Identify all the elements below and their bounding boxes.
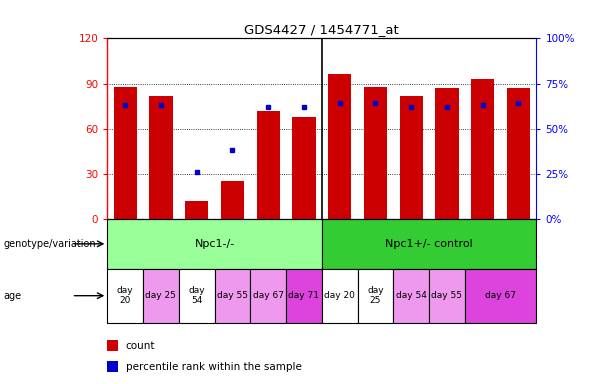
Bar	[507, 88, 530, 219]
Text: day 55: day 55	[432, 291, 462, 300]
Bar	[257, 111, 280, 219]
Bar	[286, 269, 322, 323]
Text: Npc1+/- control: Npc1+/- control	[385, 239, 473, 249]
Bar	[107, 219, 322, 269]
Bar	[143, 269, 179, 323]
Text: genotype/variation: genotype/variation	[3, 239, 96, 249]
Bar	[394, 269, 429, 323]
Text: day 67: day 67	[253, 291, 284, 300]
Text: percentile rank within the sample: percentile rank within the sample	[126, 362, 302, 372]
Bar	[150, 96, 172, 219]
Bar	[364, 86, 387, 219]
Text: age: age	[3, 291, 21, 301]
Bar	[471, 79, 494, 219]
Bar	[435, 88, 459, 219]
Bar	[179, 269, 215, 323]
Text: day 20: day 20	[324, 291, 355, 300]
Bar	[322, 269, 357, 323]
Text: day 54: day 54	[396, 291, 427, 300]
Text: day
20: day 20	[117, 286, 134, 305]
Bar	[221, 181, 244, 219]
Bar	[429, 269, 465, 323]
Text: day 67: day 67	[485, 291, 516, 300]
Title: GDS4427 / 1454771_at: GDS4427 / 1454771_at	[245, 23, 399, 36]
Bar	[357, 269, 394, 323]
Text: Npc1-/-: Npc1-/-	[194, 239, 235, 249]
Text: day
54: day 54	[188, 286, 205, 305]
Text: count: count	[126, 341, 155, 351]
Bar	[185, 201, 208, 219]
Bar	[215, 269, 250, 323]
Bar	[250, 269, 286, 323]
Bar	[465, 269, 536, 323]
Bar	[292, 117, 316, 219]
Text: day
25: day 25	[367, 286, 384, 305]
Text: day 71: day 71	[289, 291, 319, 300]
Text: day 25: day 25	[145, 291, 177, 300]
Bar	[322, 219, 536, 269]
Text: day 55: day 55	[217, 291, 248, 300]
Bar	[107, 269, 143, 323]
Bar	[113, 86, 137, 219]
Bar	[328, 74, 351, 219]
Bar	[400, 96, 423, 219]
